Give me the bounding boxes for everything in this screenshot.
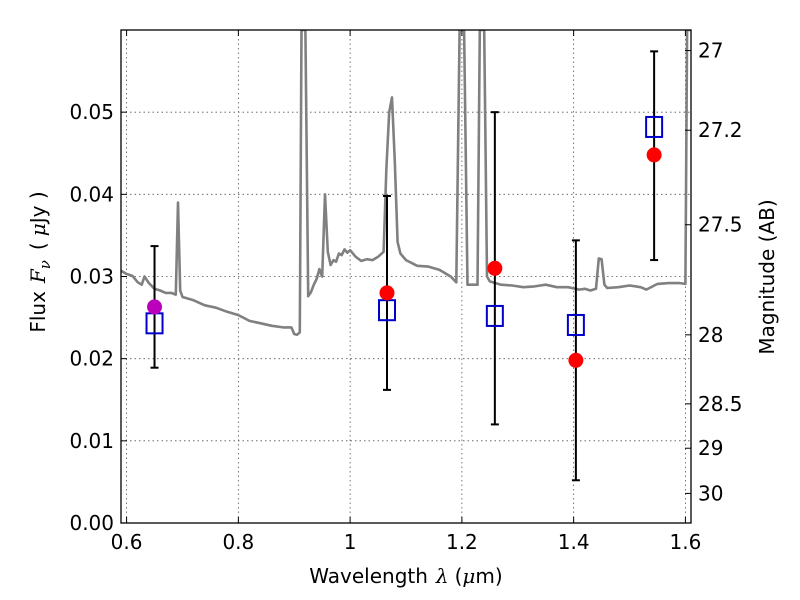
x-tick-label: 0.6 [111,530,143,554]
y-axis-title-subscript: ν [36,260,54,269]
y-tick-label: 0.05 [69,100,114,124]
observed-point [487,260,503,276]
y2-tick-label: 27.5 [698,213,743,237]
y-axis-title: Flux Fν ( μJy ) [26,191,54,332]
spectrum-layer [121,30,691,337]
x-tick-label: 1.6 [670,530,702,554]
y-axis-title-text: Flux [26,291,50,333]
y2-tick-label: 27.2 [698,118,743,142]
x-axis-ticks: 0.6 0.8 1 1.2 1.4 1.6 [111,30,702,554]
y-axis-title-unit-mu: μ [26,223,50,236]
x-axis-title-text: Wavelength [309,564,428,588]
y-tick-label: 0.00 [69,511,114,535]
x-axis-title-unit-open: ( [455,564,463,588]
model-point [566,313,585,336]
x-tick-label: 1.2 [446,530,478,554]
y-axis-title-symbol: F [26,268,50,284]
y-axis-ticks: 0.00 0.01 0.02 0.03 0.04 0.05 [69,100,127,535]
model-point [645,115,664,138]
observed-point [646,147,662,163]
x-axis-title-unit-mu: μ [462,564,475,588]
y-tick-label: 0.01 [69,429,114,453]
model-point [485,304,504,327]
x-tick-label: 1 [344,530,357,554]
observed-point [568,352,584,368]
x-axis-title-symbol: λ [435,564,449,588]
y2-axis-ticks: 27 27.2 27.5 28 28.5 29 30 [685,39,743,505]
x-axis-title-unit-rest: m) [475,564,502,588]
y2-tick-label: 30 [698,481,723,505]
y-axis-title-unit-open: ( [26,242,50,250]
y2-tick-label: 28 [698,323,723,347]
spectrum-line [121,30,691,337]
x-tick-label: 0.8 [222,530,254,554]
observed-point [147,299,163,315]
y2-axis-title: Magnitude (AB) [755,199,779,354]
y-tick-label: 0.04 [69,182,114,206]
y-axis-title-unit-rest: Jy ) [26,191,50,225]
y2-tick-label: 29 [698,436,723,460]
x-axis-title: Wavelength λ (μm) [309,564,502,588]
y2-tick-label: 28.5 [698,392,743,416]
y2-tick-label: 27 [698,39,723,63]
y-tick-label: 0.02 [69,347,114,371]
y-tick-label: 0.03 [69,265,114,289]
observed-points [147,147,662,368]
observed-point [379,285,395,301]
x-tick-label: 1.4 [558,530,590,554]
